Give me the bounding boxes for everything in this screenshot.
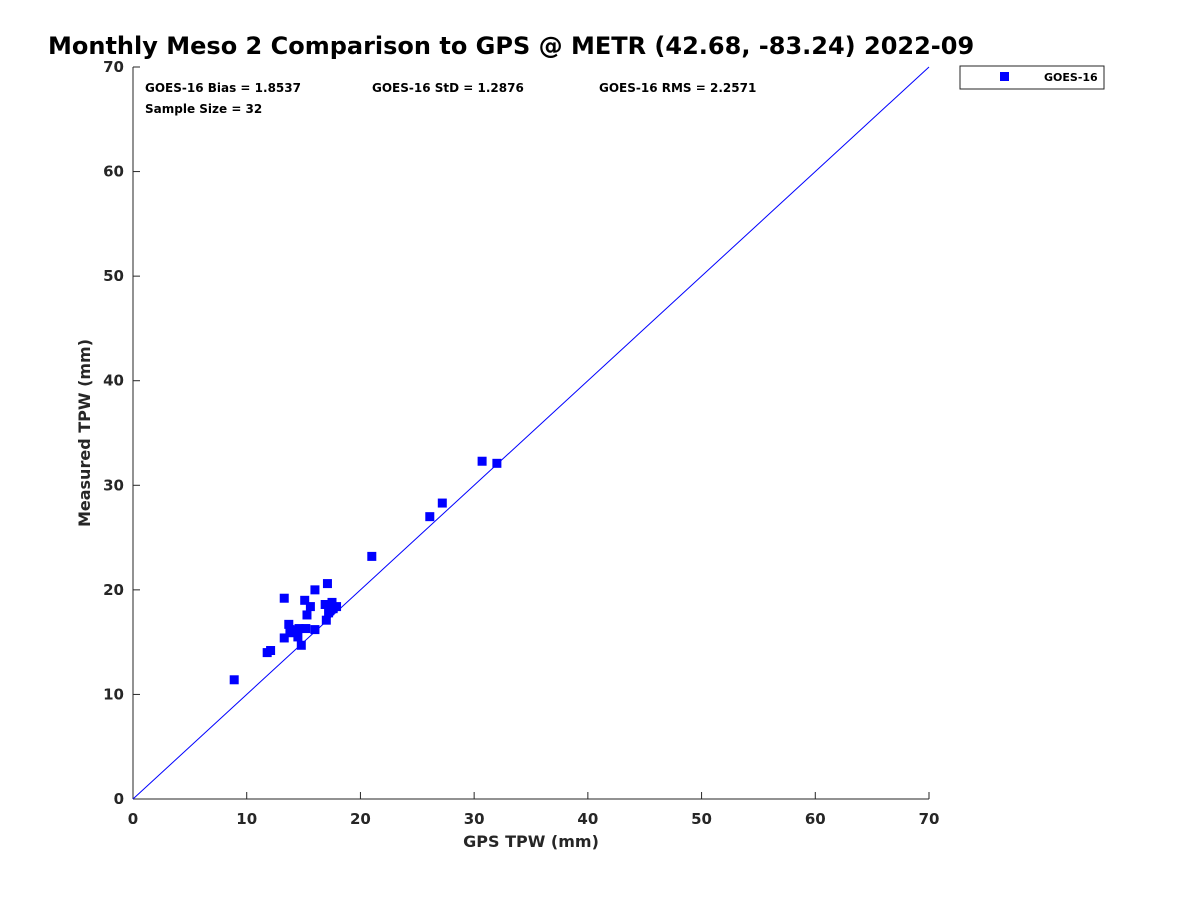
data-point — [300, 595, 310, 605]
data-point — [437, 498, 447, 508]
data-point — [305, 602, 315, 612]
x-tick-label: 0 — [128, 810, 138, 828]
data-point — [321, 615, 331, 625]
data-point — [284, 619, 294, 629]
x-ticks: 0 10 20 30 40 50 60 70 — [128, 792, 940, 828]
y-tick-label: 30 — [103, 476, 124, 494]
data-point — [301, 624, 311, 634]
y-tick-label: 70 — [103, 58, 124, 76]
x-tick-label: 60 — [805, 810, 826, 828]
legend-label: GOES-16 — [1044, 71, 1098, 84]
x-tick-label: 10 — [236, 810, 257, 828]
data-points — [229, 456, 502, 685]
chart-title: Monthly Meso 2 Comparison to GPS @ METR … — [48, 32, 974, 60]
data-point — [266, 646, 276, 656]
one-to-one-line — [132, 66, 930, 800]
data-point — [296, 640, 306, 650]
rms-stat: GOES-16 RMS = 2.2571 — [599, 81, 756, 95]
y-ticks: 0 10 20 30 40 50 60 70 — [103, 58, 140, 808]
y-axis-label: Measured TPW (mm) — [75, 339, 94, 527]
x-tick-label: 30 — [464, 810, 485, 828]
data-point — [279, 593, 289, 603]
y-tick-label: 60 — [103, 163, 124, 181]
y-tick-label: 20 — [103, 581, 124, 599]
y-tick-label: 50 — [103, 267, 124, 285]
data-point — [310, 585, 320, 595]
legend-box — [959, 65, 1105, 90]
x-tick-label: 50 — [691, 810, 712, 828]
data-point — [229, 675, 239, 685]
data-point — [492, 458, 502, 468]
data-point — [294, 624, 304, 634]
x-axis-label: GPS TPW (mm) — [463, 832, 599, 851]
data-point — [322, 579, 332, 589]
std-stat: GOES-16 StD = 1.2876 — [372, 81, 524, 95]
bias-stat: GOES-16 Bias = 1.8537 — [145, 81, 301, 95]
axes — [132, 67, 929, 800]
x-tick-label: 20 — [350, 810, 371, 828]
data-point — [293, 632, 303, 642]
data-point — [332, 602, 342, 612]
data-point — [302, 610, 312, 620]
data-point — [367, 551, 377, 561]
y-tick-label: 40 — [103, 372, 124, 390]
data-point — [327, 597, 337, 607]
sample-size-stat: Sample Size = 32 — [145, 102, 262, 116]
x-tick-label: 40 — [577, 810, 598, 828]
legend-marker-square — [1000, 72, 1009, 81]
data-point — [320, 599, 330, 609]
x-tick-label: 70 — [919, 810, 940, 828]
y-tick-label: 10 — [103, 685, 124, 703]
data-point — [279, 633, 289, 643]
y-tick-label: 0 — [114, 790, 124, 808]
legend: GOES-16 — [959, 65, 1105, 90]
data-point — [425, 512, 435, 522]
data-point — [310, 625, 320, 635]
data-point — [477, 456, 487, 466]
